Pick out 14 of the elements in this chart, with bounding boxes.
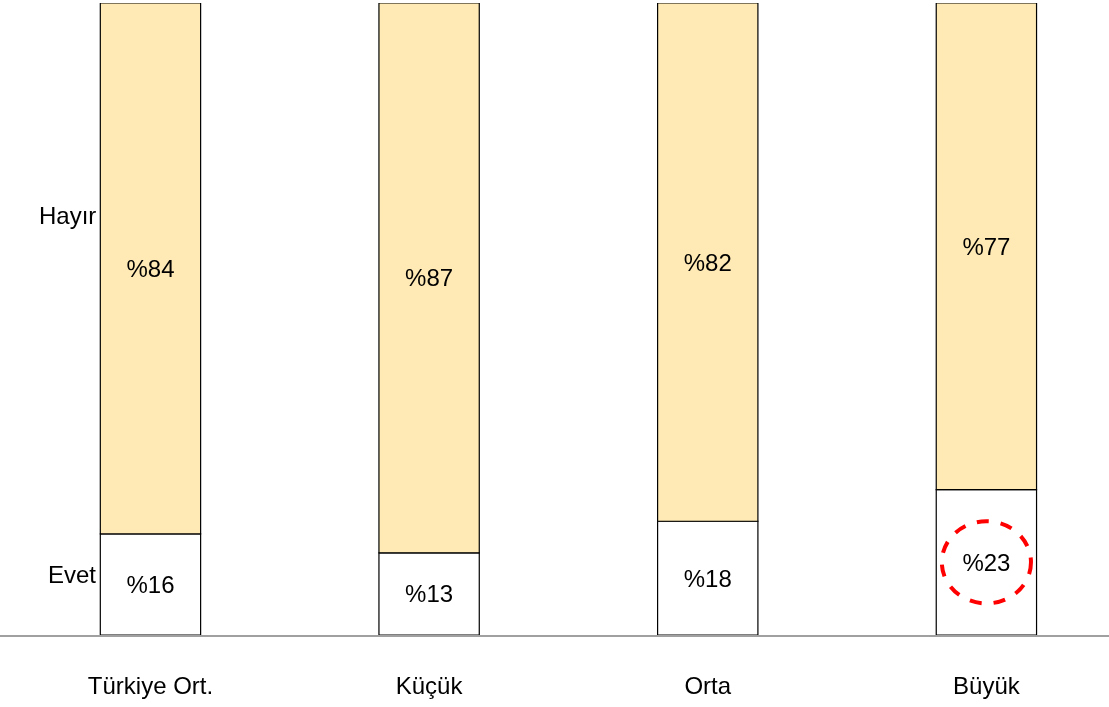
- data-label: %23: [962, 548, 1011, 576]
- data-label: %77: [962, 232, 1011, 260]
- x-tick-label: Orta: [684, 671, 732, 699]
- x-tick-label: Büyük: [953, 671, 1021, 699]
- x-tick-label: Türkiye Ort.: [87, 671, 214, 699]
- series-label: Hayır: [39, 202, 97, 229]
- data-label: %16: [126, 570, 175, 598]
- series-label: Evet: [48, 561, 97, 588]
- data-label: %84: [126, 254, 175, 282]
- data-label: %87: [405, 264, 454, 292]
- data-label: %13: [405, 580, 454, 608]
- data-label: %18: [683, 564, 732, 592]
- x-tick-label: Küçük: [395, 671, 464, 699]
- data-label: %82: [683, 248, 732, 276]
